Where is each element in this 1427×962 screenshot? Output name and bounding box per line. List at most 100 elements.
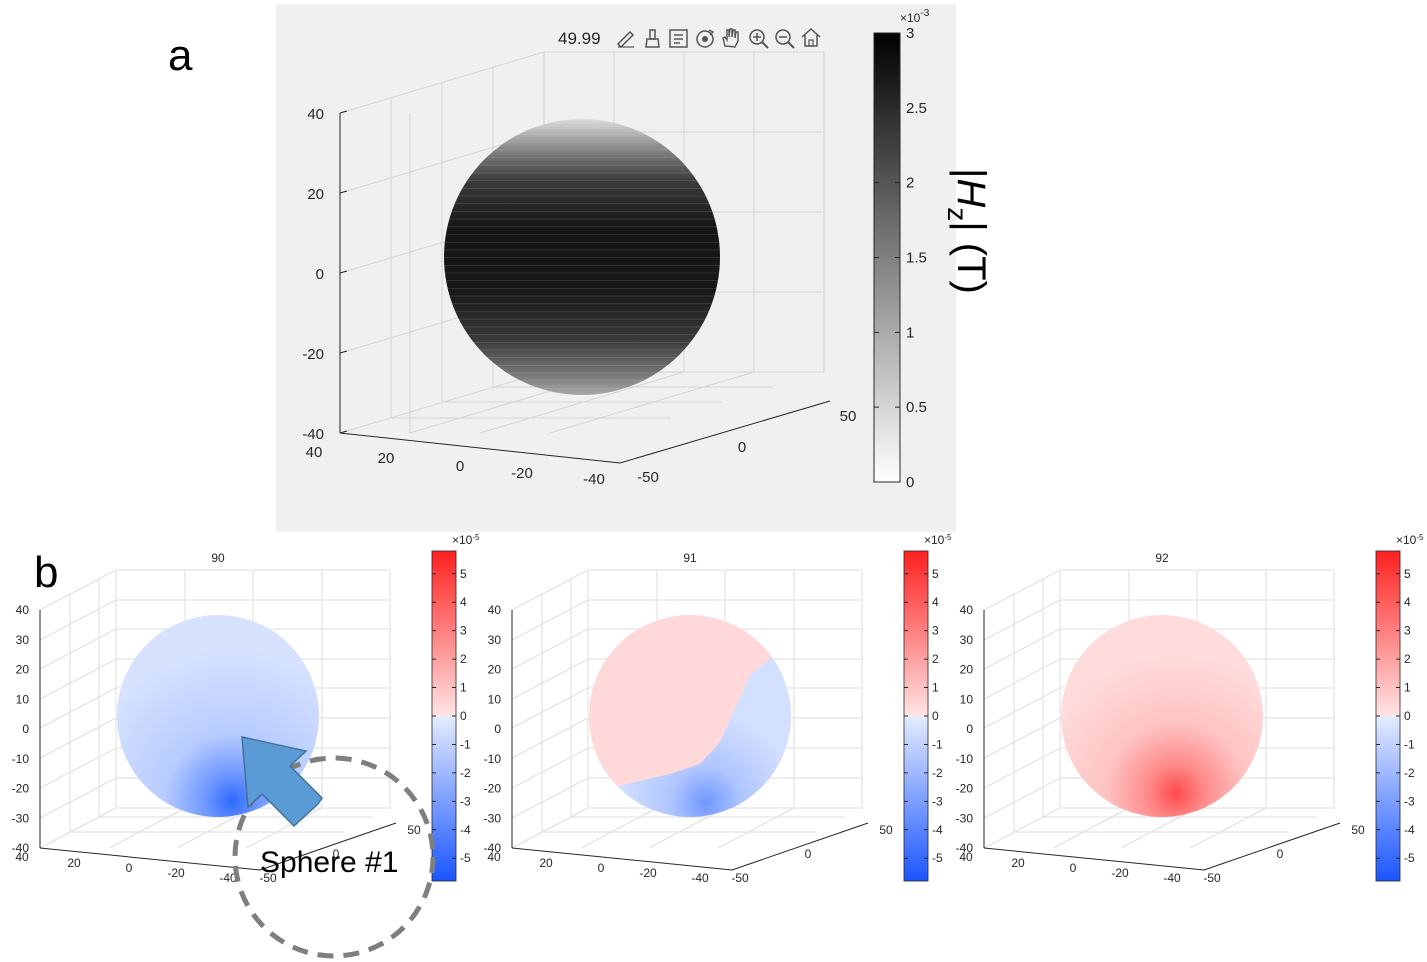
- z-tick-label: 40: [960, 603, 974, 617]
- y-tick-label: 0: [1277, 847, 1284, 861]
- colorbar-tick-label: -1: [1404, 737, 1415, 751]
- colorbar-tick-label: -5: [932, 851, 943, 865]
- y-tick-label: 50: [879, 823, 893, 837]
- x-tick-label-a: 0: [456, 458, 464, 475]
- z-tick-label: -10: [484, 752, 502, 766]
- z-tick-label: -40: [484, 841, 502, 855]
- y-axis-a: [619, 400, 831, 464]
- z-tick-label: 20: [960, 663, 974, 677]
- colorbar-a-label: |Hz| (T): [942, 168, 993, 294]
- z-tick-label: -20: [956, 782, 974, 796]
- colorbar-exponent: ×10-5: [924, 533, 952, 547]
- x-tick-label: -20: [639, 866, 657, 880]
- z-tick-label: -10: [956, 752, 974, 766]
- z-tick-marks-a: [339, 110, 348, 434]
- colorbar-exponent: ×10-5: [452, 533, 480, 547]
- z-tick-label: 30: [960, 633, 974, 647]
- x-axis: [39, 847, 261, 871]
- y-axis: [1203, 822, 1341, 871]
- colorbar-tick-label: 2: [1404, 652, 1411, 666]
- sphere-surface: [1061, 615, 1263, 817]
- z-tick-label: 30: [16, 633, 30, 647]
- colorbar-tick-label: -1: [460, 737, 471, 751]
- colorbar-tick-label: 4: [1404, 595, 1411, 609]
- z-tick-label: -40: [956, 841, 974, 855]
- colorbar-tick-label: 3: [932, 624, 939, 638]
- z-tick-label-a: -20: [302, 346, 324, 363]
- x-tick-label: -40: [1163, 871, 1181, 885]
- z-tick-label: 10: [488, 692, 502, 706]
- y-tick-label: 0: [805, 847, 812, 861]
- subplot-title: 90: [211, 551, 225, 565]
- x-tick-label: 20: [539, 856, 553, 870]
- sphere-surface-a: [444, 119, 720, 395]
- z-tick-label: -20: [12, 782, 30, 796]
- colorbar: 5 4 3 2 1 0 -1 -2 -3 -4 -5 ×10-5: [431, 533, 480, 882]
- y-tick-label-a: 0: [738, 439, 746, 456]
- y-axis: [731, 822, 869, 871]
- zoom-in-icon[interactable]: [749, 29, 769, 49]
- brush-icon[interactable]: [645, 29, 660, 48]
- svg-text:|Hz| (T): |Hz| (T): [942, 168, 993, 294]
- panel-a: a 49.99: [168, 4, 993, 532]
- colorbar-tick-label: 5: [932, 567, 939, 581]
- z-tick-label-a: -40: [302, 426, 324, 443]
- pan-hand-icon[interactable]: [722, 28, 739, 48]
- z-tick-label: -30: [956, 811, 974, 825]
- colorbar-tick-label: 3: [460, 624, 467, 638]
- colorbar-a-exponent: ×10-3: [900, 8, 930, 25]
- x-tick-label: 0: [126, 861, 133, 875]
- x-tick-labels-a: 40 20 0 -20 -40: [306, 444, 605, 488]
- colorbar-exponent: ×10-5: [1396, 533, 1424, 547]
- z-tick-label: 20: [16, 663, 30, 677]
- colorbar-tick-label: 2: [460, 652, 467, 666]
- zoom-out-icon[interactable]: [775, 29, 795, 49]
- z-tick-mark-a: [339, 110, 348, 114]
- z-tick-label: 40: [488, 603, 502, 617]
- colorbar-a-tick-label: 1.5: [906, 250, 927, 267]
- sphere-1-annotation: Sphere #1: [232, 736, 436, 959]
- edit-plot-icon[interactable]: [616, 30, 635, 49]
- y-tick-label-a: 50: [840, 408, 857, 425]
- panel-letter-b: b: [34, 548, 58, 597]
- colorbar-tick-label: -4: [1404, 823, 1415, 837]
- colorbar-tick-label: 0: [932, 709, 939, 723]
- y-tick-label-a: -50: [637, 469, 659, 486]
- x-tick-label-a: -40: [583, 471, 605, 488]
- colorbar-tick-label: 5: [460, 567, 467, 581]
- y-tick-label: -50: [731, 871, 749, 885]
- z-tick-label: 10: [16, 692, 30, 706]
- colorbar-a-tick-label: 0.5: [906, 399, 927, 416]
- z-tick-mark-a: [339, 190, 348, 194]
- sphere-1-label: Sphere #1: [260, 846, 398, 879]
- colorbar-tick-label: 1: [1404, 681, 1411, 695]
- z-tick-label: 10: [960, 692, 974, 706]
- colorbar-a-tick-label: 0: [906, 474, 914, 491]
- home-icon[interactable]: [801, 27, 821, 47]
- z-tick-label: -30: [12, 811, 30, 825]
- colorbar-tick-label: -3: [1404, 794, 1415, 808]
- x-tick-label: -20: [167, 866, 185, 880]
- z-tick-label: -20: [484, 782, 502, 796]
- colorbar-a: 3 2.5 2 1.5 1 0.5 0 ×10-3: [873, 8, 930, 491]
- colorbar: 5 4 3 2 1 0 -1 -2 -3 -4 -5 ×10-5: [903, 533, 952, 882]
- colorbar-tick-label: -4: [460, 823, 471, 837]
- x-tick-label: 40: [959, 850, 973, 864]
- data-tips-icon[interactable]: [669, 29, 688, 48]
- x-axis-a: [339, 432, 621, 464]
- y-tick-label: 0: [333, 847, 340, 861]
- z-tick-label: 0: [22, 722, 29, 736]
- y-tick-label: 50: [1351, 823, 1365, 837]
- colorbar-tick-label: 2: [932, 652, 939, 666]
- rotate-3d-icon[interactable]: [696, 29, 715, 48]
- colorbar-tick-label: -2: [1404, 766, 1415, 780]
- z-tick-label: 20: [488, 663, 502, 677]
- z-tick-label: 0: [966, 722, 973, 736]
- x-tick-label: -20: [1111, 866, 1129, 880]
- colorbar-tick-label: 0: [460, 709, 467, 723]
- colorbar-tick-label: -2: [460, 766, 471, 780]
- z-tick-label: -40: [12, 841, 30, 855]
- z-tick-label: 0: [494, 722, 501, 736]
